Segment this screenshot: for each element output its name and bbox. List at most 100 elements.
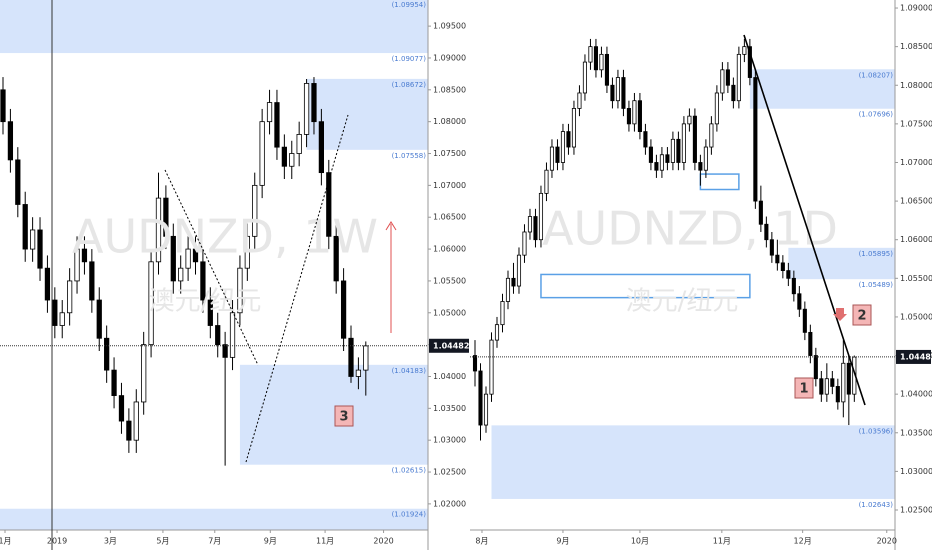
- candle-body: [274, 102, 280, 148]
- candle-body: [824, 378, 829, 395]
- x-tick-label: 5月: [156, 537, 169, 546]
- y-tick-label: 1.06000: [433, 245, 466, 254]
- candle-body: [560, 131, 566, 163]
- price-tag: [896, 349, 931, 364]
- zone-label: (1.02643): [859, 501, 894, 509]
- candle-body: [538, 192, 544, 241]
- candle-body: [472, 355, 478, 372]
- price-label: 1.04482: [433, 341, 469, 350]
- zone-label: (1.02615): [392, 467, 427, 475]
- candle-body: [333, 235, 339, 282]
- price-tag: [429, 338, 469, 353]
- candle-body: [692, 115, 697, 163]
- y-tick-label: 1.09000: [900, 4, 932, 13]
- candle-body: [44, 267, 51, 301]
- candle-body: [348, 337, 354, 377]
- x-tick-label: 11月: [316, 537, 334, 546]
- candle-body: [566, 131, 571, 148]
- y-tick-label: 1.03500: [900, 428, 932, 437]
- candle-body: [89, 261, 95, 301]
- zone: [0, 508, 428, 530]
- candle-body: [7, 121, 14, 161]
- candle-body: [296, 134, 302, 154]
- annotation-box: [794, 377, 814, 399]
- candle-body: [720, 69, 725, 94]
- candle-body: [483, 393, 489, 426]
- trend-line: [743, 34, 866, 406]
- zone-label: (1.04183): [392, 367, 427, 375]
- annotation-box: [852, 304, 872, 326]
- candle-body: [533, 216, 538, 241]
- candle-body: [753, 77, 758, 202]
- candle-body: [170, 235, 176, 282]
- candle-body: [81, 248, 88, 263]
- candle-body: [478, 370, 483, 426]
- candle-body: [643, 131, 648, 148]
- y-tick-label: 1.04000: [900, 390, 932, 399]
- candle-body: [200, 261, 206, 301]
- candle-body: [665, 154, 670, 163]
- candle-body: [505, 277, 511, 302]
- candle-body: [841, 362, 846, 403]
- candle-body: [163, 197, 169, 237]
- candle-body: [111, 369, 117, 396]
- x-tick-label: 1月: [0, 537, 12, 546]
- zone: [239, 364, 428, 465]
- candle-body: [59, 312, 65, 326]
- trend-line: [164, 169, 259, 366]
- arrow: [833, 308, 847, 321]
- candle-body: [846, 362, 851, 395]
- candle-body: [363, 345, 369, 371]
- candle-body: [731, 84, 736, 102]
- candle-body: [178, 267, 184, 282]
- y-tick-label: 1.08000: [433, 117, 466, 126]
- candle-body: [516, 254, 522, 287]
- candle-body: [555, 146, 560, 163]
- candle-body: [582, 61, 587, 94]
- candle-body: [222, 344, 228, 358]
- y-tick-label: 1.08000: [900, 81, 932, 90]
- candle-body: [52, 299, 58, 326]
- candle-body: [289, 153, 295, 167]
- y-tick-label: 1.05500: [900, 274, 932, 283]
- candle-body: [37, 229, 43, 269]
- candle-body: [687, 115, 692, 125]
- candle-body: [797, 293, 802, 310]
- y-tick-label: 1.04000: [433, 372, 466, 381]
- candle-body: [148, 261, 154, 346]
- candle-body: [544, 169, 549, 194]
- candle-body: [610, 84, 615, 102]
- candle-body: [252, 184, 258, 237]
- candle-body: [714, 92, 719, 125]
- candle-body: [830, 378, 835, 387]
- candle-body: [780, 262, 785, 271]
- zone-label: (1.01924): [392, 511, 427, 519]
- x-tick-label: 9月: [556, 537, 569, 546]
- candle-body: [626, 108, 631, 125]
- zone: [788, 247, 895, 280]
- y-tick-label: 1.07000: [433, 181, 466, 190]
- candle-body: [764, 223, 769, 241]
- y-tick-label: 1.02500: [433, 468, 466, 477]
- candle-body: [281, 146, 287, 167]
- candle-body: [659, 154, 664, 171]
- zone-label: (1.09077): [392, 55, 427, 63]
- candle-body: [615, 77, 620, 102]
- candle-body: [819, 378, 824, 395]
- candle-body: [742, 46, 747, 55]
- box: [540, 273, 751, 299]
- candle-body: [522, 231, 527, 256]
- candle-body: [229, 312, 236, 358]
- candle-body: [67, 280, 73, 314]
- zone: [0, 0, 428, 54]
- candle-body: [318, 121, 325, 174]
- y-tick-label: 1.05000: [433, 308, 466, 317]
- candle-body: [141, 344, 147, 403]
- x-tick-label: 2019: [47, 537, 67, 546]
- candle-body: [676, 138, 681, 163]
- x-tick-label: 10月: [631, 537, 649, 546]
- annotation: 2: [857, 309, 866, 324]
- candle-body: [637, 100, 642, 132]
- candle-body: [802, 308, 807, 333]
